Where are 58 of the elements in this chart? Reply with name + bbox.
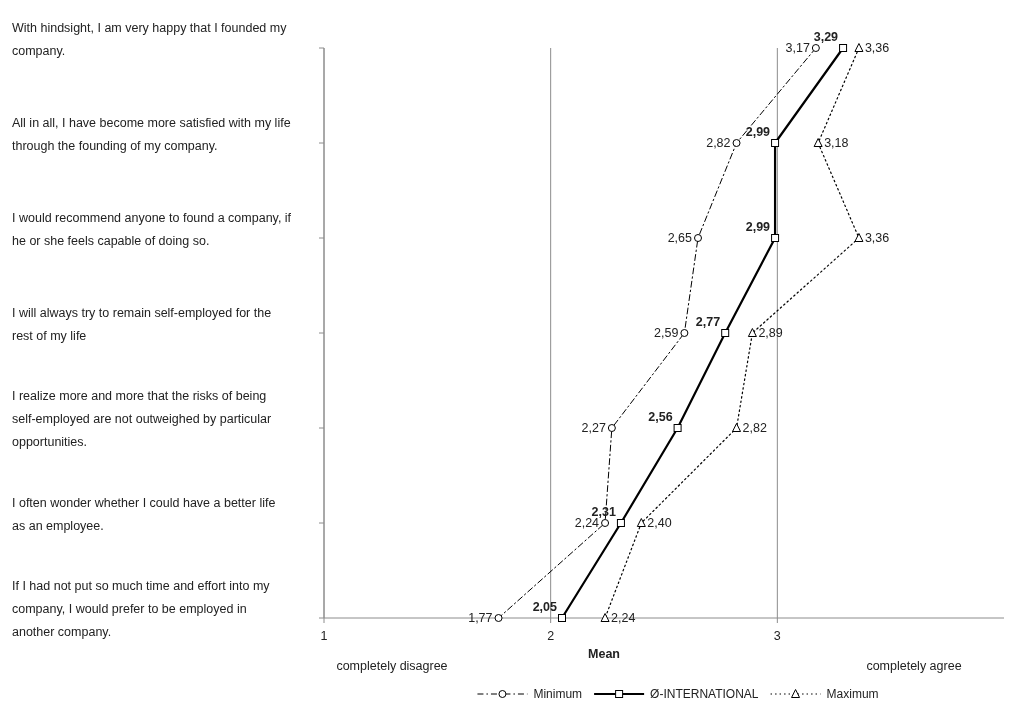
point [680,329,689,337]
y-tick-label: I would recommend anyone to found a company, if he or she feels capable of doing so. [12,210,292,248]
point [771,139,780,147]
legend-label: Ø-INTERNATIONAL [650,687,759,701]
point [811,44,820,52]
y-tick-label: I will always try to remain self-employed for the rest of my life [12,305,272,343]
x-tick-label: 2 [547,629,555,643]
point [607,424,616,432]
y-tick-label: With hindsight, I am very happy that I founded my company. [12,20,288,58]
point [636,518,646,527]
data-label: 3,29 [813,30,839,44]
data-label: 3,36 [864,231,890,245]
data-label: 2,24 [574,516,600,530]
point [494,614,503,622]
point [813,138,823,147]
data-label: 2,05 [532,600,558,614]
point [732,423,742,432]
point [616,519,625,527]
data-label: 2,77 [695,315,721,329]
data-label: 2,31 [591,505,616,519]
data-label: 2,65 [667,231,693,245]
y-tick-label: All in all, I have become more satisfied with my life through the founding of my company. [12,115,291,153]
point [600,613,610,622]
data-label: 2,59 [654,326,679,340]
data-label: 2,99 [745,125,771,139]
data-label: 2,27 [581,421,606,435]
data-label: 2,82 [742,421,767,435]
data-label: 3,17 [785,41,810,55]
y-tick-label: I often wonder whether I could have a better life as an employee. [12,495,276,533]
data-label: 2,24 [611,611,636,625]
text: completely disagree [336,659,448,673]
legend-label: Maximum [826,687,879,701]
point [732,139,741,147]
point [839,44,848,52]
point [854,43,864,52]
data-label: 2,40 [647,516,672,530]
x-tick-label: 1 [320,629,328,643]
text: completely agree [866,659,962,673]
data-label: 3,36 [864,41,890,55]
data-label: 1,77 [468,611,493,625]
legend-label: Minimum [533,687,583,701]
data-label: 3,18 [824,136,849,150]
data-label: 2,89 [758,326,783,340]
data-label: 2,99 [745,220,771,234]
point [747,328,757,337]
x-tick-label: 3 [773,629,781,643]
data-label: 2,82 [706,136,731,150]
data-label: 2,56 [648,410,673,424]
point [673,424,682,432]
point [721,329,730,337]
point [771,234,780,242]
point [854,233,864,242]
y-tick-label: I realize more and more that the risks of being self-employed are not outweighed by particular opportunities. [12,389,272,449]
y-tick-label: If I had not put so much time and effort into my company, I would prefer to be employed in another company. [12,579,271,639]
point [601,519,610,527]
point [694,234,702,242]
point [558,614,566,622]
x-axis-title: Mean [588,647,620,661]
